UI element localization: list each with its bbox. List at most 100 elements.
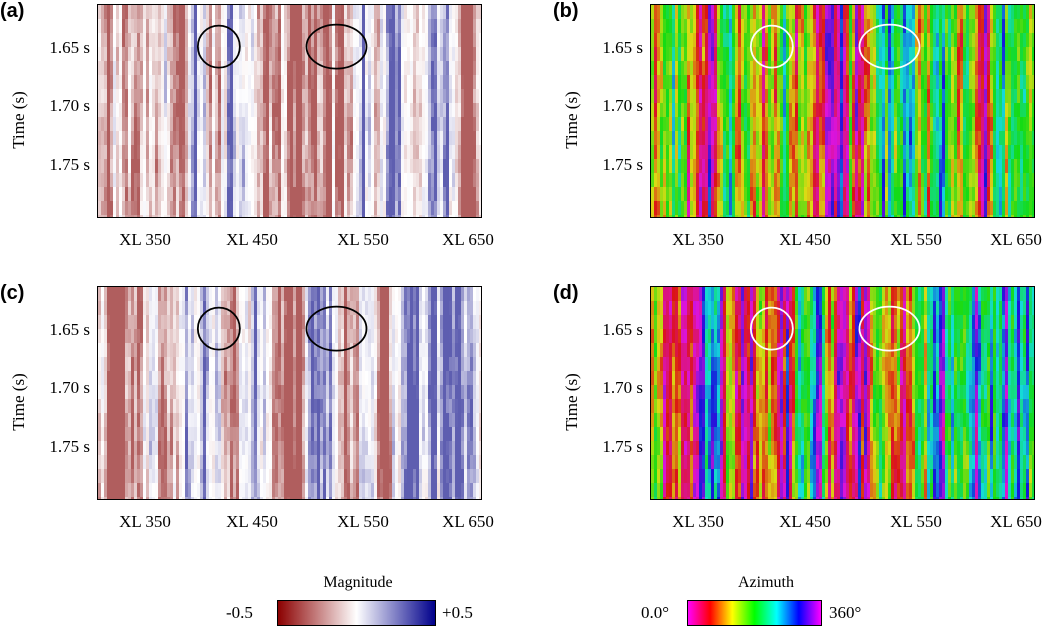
heatmap-cell [200,131,204,146]
heatmap-cell [684,103,688,118]
heatmap-cell [669,159,673,174]
heatmap-cell [801,117,805,132]
heatmap-cell [185,61,189,76]
heatmap-cell [660,47,664,62]
heatmap-cell [275,145,279,160]
y-axis-label: Time (s) [9,91,28,149]
y-tick-label: 1.65 s [49,38,90,57]
heatmap-cell [810,75,814,90]
heatmap-cell [251,357,255,372]
heatmap-cell [128,89,132,104]
heatmap-cell [107,201,111,216]
heatmap-cell [173,131,177,146]
heatmap-cell [759,145,763,160]
heatmap-cell [1005,61,1009,76]
heatmap-cell [218,287,222,302]
heatmap-cell [768,33,772,48]
heatmap-cell [203,315,207,330]
heatmap-cell [422,215,426,217]
heatmap-cell [143,5,147,20]
heatmap-cell [882,187,886,202]
heatmap-cell [401,75,405,90]
heatmap-cell [960,187,964,202]
heatmap-cell [840,159,844,174]
heatmap-cell [660,131,664,146]
heatmap-cell [212,483,216,498]
heatmap-cell [326,103,330,118]
heatmap-cell [672,159,676,174]
heatmap-cell [900,131,904,146]
heatmap-cell [161,215,165,217]
heatmap-cell [245,33,249,48]
heatmap-cell [233,47,237,62]
heatmap-cell [741,75,745,90]
heatmap-cell [702,47,706,62]
heatmap-cell [825,187,829,202]
heatmap-cell [864,117,868,132]
heatmap-cell [137,103,141,118]
heatmap-cell [467,19,471,34]
heatmap-cell [909,117,913,132]
heatmap-cell [987,47,991,62]
heatmap-cell [203,215,207,217]
heatmap-cell [245,5,249,20]
heatmap-cell [398,187,402,202]
heatmap-cell [386,215,390,217]
heatmap-cell [693,75,697,90]
heatmap-cell [422,19,426,34]
heatmap-cell [344,5,348,20]
heatmap-cell [720,61,724,76]
heatmap-cell [717,33,721,48]
heatmap-cell [149,75,153,90]
heatmap-cell [1014,145,1018,160]
heatmap-cell [834,187,838,202]
heatmap-cell [873,103,877,118]
heatmap-cell [266,215,270,217]
heatmap-cell [227,427,231,442]
heatmap-cell [678,145,682,160]
heatmap-cell [314,159,318,174]
heatmap-cell [897,145,901,160]
heatmap-cell [1011,19,1015,34]
heatmap-cell [723,145,727,160]
heatmap-cell [350,201,354,216]
heatmap-cell [969,187,973,202]
heatmap-cell [903,33,907,48]
heatmap-cell [714,75,718,90]
heatmap-cell [233,103,237,118]
heatmap-cell [251,287,255,302]
heatmap-cell [170,483,174,498]
heatmap-cell [227,287,231,302]
heatmap-cell [203,187,207,202]
heatmap-cell [705,145,709,160]
heatmap-cell [257,75,261,90]
heatmap-cell [356,5,360,20]
heatmap-cell [158,33,162,48]
heatmap-cell [981,145,985,160]
heatmap-cell [978,103,982,118]
heatmap-cell [350,131,354,146]
heatmap-cell [206,103,210,118]
heatmap-cell [251,187,255,202]
heatmap-cell [341,159,345,174]
heatmap-cell [897,117,901,132]
heatmap-cell [179,75,183,90]
heatmap-cell [825,103,829,118]
heatmap-cell [449,173,453,188]
heatmap-cell [732,61,736,76]
heatmap-cell [299,117,303,132]
heatmap-cell [963,173,967,188]
heatmap-cell [179,399,183,414]
heatmap-cell [933,61,937,76]
heatmap-cell [365,47,369,62]
heatmap-cell [107,455,111,470]
heatmap-cell [296,187,300,202]
heatmap-cell [170,399,174,414]
heatmap-cell [170,187,174,202]
heatmap-cell [119,287,123,302]
heatmap-cell [146,33,150,48]
heatmap-cell [759,131,763,146]
heatmap-cell [260,19,264,34]
heatmap-cell [212,385,216,400]
heatmap-cell [155,343,159,358]
